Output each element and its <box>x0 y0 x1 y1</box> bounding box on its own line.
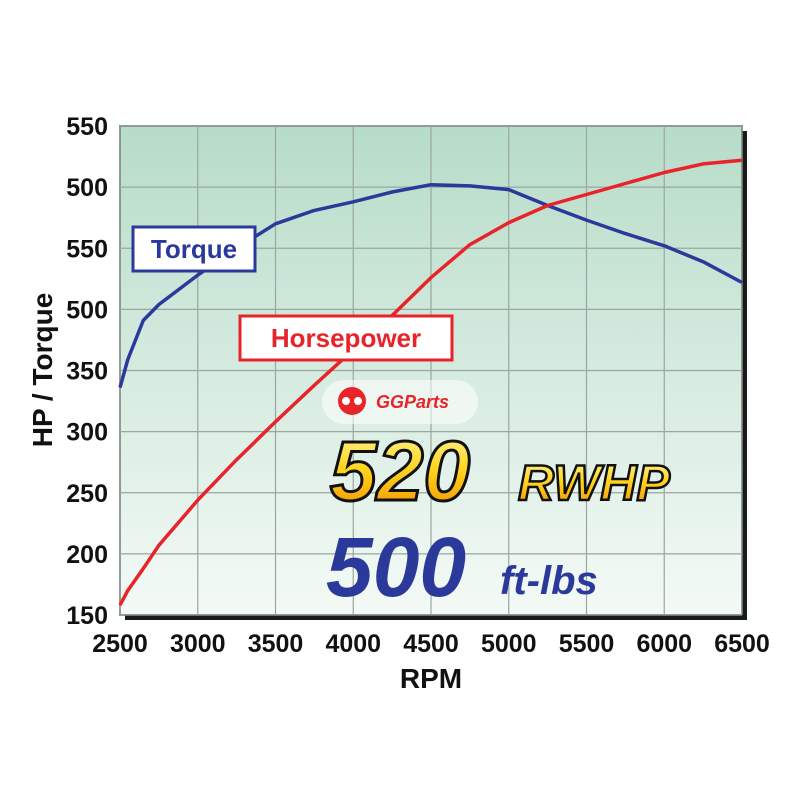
x-tick-label: 4500 <box>403 630 459 658</box>
y-tick-label: 500 <box>66 296 108 324</box>
series-line <box>118 182 743 389</box>
series-label: Torque <box>151 234 237 264</box>
y-tick-label: 550 <box>66 235 108 263</box>
x-axis-label: RPM <box>400 663 462 694</box>
label-box <box>131 225 257 273</box>
x-tick-label: 2500 <box>92 630 148 658</box>
brand-icon <box>354 397 362 405</box>
brand-icon <box>338 387 366 415</box>
x-tick-label: 5500 <box>559 630 615 658</box>
torque-label: Torque <box>131 225 257 273</box>
tq-number: 500 <box>326 520 466 614</box>
hp-unit: RWHP <box>518 455 671 511</box>
y-tick-label: 200 <box>66 541 108 569</box>
x-tick-label: 4000 <box>325 630 381 658</box>
tq-unit: ft-lbs <box>500 559 598 603</box>
label-box <box>238 314 454 362</box>
y-tick-label: 350 <box>66 358 108 386</box>
brand-name: GGParts <box>376 392 449 412</box>
y-tick-label: 150 <box>66 602 108 630</box>
hp-label: Horsepower <box>238 314 454 362</box>
x-tick-label: 6000 <box>636 630 692 658</box>
x-tick-label: 5000 <box>481 630 537 658</box>
x-tick-label: 3500 <box>248 630 304 658</box>
brand-icon <box>342 397 350 405</box>
y-tick-label: 300 <box>66 419 108 447</box>
brand: GGParts <box>322 380 478 424</box>
series-label: Horsepower <box>271 323 421 353</box>
x-tick-label: 3000 <box>170 630 226 658</box>
y-tick-label: 250 <box>66 480 108 508</box>
x-tick-label: 6500 <box>714 630 770 658</box>
y-tick-label: 550 <box>66 113 108 141</box>
y-tick-label: 500 <box>66 174 108 202</box>
y-axis-label: HP / Torque <box>27 293 58 448</box>
hp-number: 520 <box>330 424 470 518</box>
